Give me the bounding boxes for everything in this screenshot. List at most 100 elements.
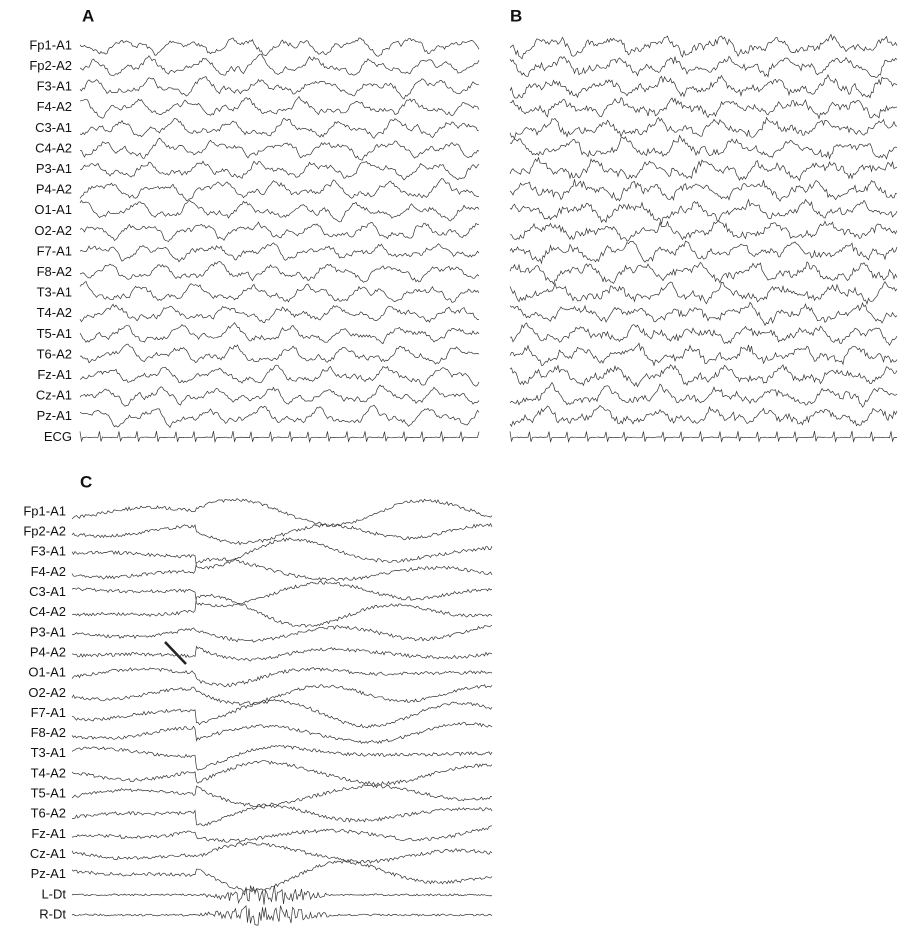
channel-label: O1-A1 (34, 202, 72, 217)
channel-label: F4-A2 (31, 564, 66, 579)
channel-label: C4-A2 (35, 140, 72, 155)
eeg-trace (509, 322, 898, 347)
channel-label: Pz-A1 (37, 408, 72, 423)
eeg-trace (509, 179, 898, 202)
channel-label: P4-A2 (30, 644, 66, 659)
channel-label: F7-A1 (31, 705, 66, 720)
channel-label: F8-A2 (31, 725, 66, 740)
panel-label: C (80, 472, 92, 491)
channel-label: T4-A2 (37, 305, 72, 320)
channel-label: C3-A1 (29, 584, 66, 599)
eeg-trace (509, 381, 898, 408)
eeg-trace (79, 76, 480, 100)
eeg-trace (71, 522, 493, 546)
channel-label: Fz-A1 (31, 826, 66, 841)
eeg-trace (509, 33, 898, 60)
arrow (164, 641, 187, 665)
channel-label: Cz-A1 (36, 388, 72, 403)
channel-label: T3-A1 (31, 745, 66, 760)
channel-label: O2-A2 (34, 223, 72, 238)
eeg-trace (71, 744, 493, 771)
eeg-trace (72, 804, 493, 827)
eeg-trace (509, 198, 898, 226)
eeg-trace (71, 721, 493, 745)
eeg-trace (71, 498, 493, 527)
channel-label: T6-A2 (37, 346, 72, 361)
eeg-trace (71, 645, 493, 662)
eeg-trace (79, 404, 480, 429)
eeg-trace (509, 55, 898, 78)
eeg-trace (79, 117, 480, 139)
eeg-trace (79, 221, 480, 242)
channel-label: Fp1-A1 (23, 503, 66, 518)
eeg-trace (79, 178, 480, 202)
eeg-trace (79, 431, 480, 444)
channel-label: T6-A2 (31, 806, 66, 821)
eeg-trace (509, 430, 898, 443)
eeg-trace (79, 280, 480, 303)
channel-label: P3-A1 (36, 161, 72, 176)
channel-label: T5-A1 (31, 786, 66, 801)
eeg-trace (79, 384, 480, 407)
channel-label: T5-A1 (37, 326, 72, 341)
channel-label: T3-A1 (37, 285, 72, 300)
eeg-trace (71, 624, 493, 643)
channel-label: F3-A1 (37, 79, 72, 94)
eeg-trace (71, 841, 493, 864)
channel-label: O1-A1 (28, 665, 66, 680)
eeg-trace (79, 53, 480, 77)
eeg-trace (71, 593, 493, 628)
channel-label: ECG (44, 429, 72, 444)
eeg-trace (509, 156, 898, 182)
channel-label: L-Dt (41, 886, 66, 901)
eeg-trace (71, 784, 493, 808)
channel-label: C4-A2 (29, 604, 66, 619)
eeg-trace (79, 95, 480, 119)
eeg-trace (71, 860, 493, 893)
eeg-trace (71, 537, 493, 570)
channel-label: Fp1-A1 (29, 37, 72, 52)
eeg-trace (79, 261, 480, 283)
eeg-trace (71, 557, 493, 582)
eeg-trace (509, 134, 898, 160)
eeg-trace (71, 825, 493, 843)
channel-label: O2-A2 (28, 685, 66, 700)
eeg-trace (509, 240, 898, 265)
panel-label: A (82, 6, 94, 25)
eeg-trace (509, 281, 898, 306)
eeg-trace (79, 137, 480, 161)
channel-label: Fz-A1 (37, 367, 72, 382)
eeg-trace (71, 699, 493, 729)
channel-label: F8-A2 (37, 264, 72, 279)
channel-label: C3-A1 (35, 120, 72, 135)
channel-label: Fp2-A2 (29, 58, 72, 73)
eeg-trace (509, 74, 898, 99)
eeg-trace (79, 37, 480, 57)
eeg-trace (79, 343, 480, 365)
channel-label: R-Dt (39, 906, 66, 921)
eeg-trace (79, 242, 480, 263)
eeg-trace (509, 97, 898, 120)
eeg-trace (71, 684, 493, 706)
eeg-trace (71, 580, 493, 608)
channel-label: Fp2-A2 (23, 524, 66, 539)
channel-label: Pz-A1 (31, 866, 66, 881)
eeg-trace (79, 364, 480, 387)
eeg-trace (71, 885, 493, 905)
eeg-trace (509, 261, 898, 285)
channel-label: F7-A1 (37, 243, 72, 258)
eeg-trace (71, 905, 493, 926)
channel-label: T4-A2 (31, 765, 66, 780)
panel-label: B (510, 6, 522, 25)
eeg-trace (71, 667, 493, 688)
eeg-trace (79, 322, 480, 345)
channel-label: P3-A1 (30, 624, 66, 639)
eeg-trace (79, 303, 479, 324)
eeg-trace (71, 760, 493, 786)
eeg-trace (509, 301, 898, 327)
eeg-trace (509, 220, 898, 242)
eeg-trace (509, 404, 898, 428)
channel-label: P4-A2 (36, 182, 72, 197)
channel-label: F3-A1 (31, 544, 66, 559)
